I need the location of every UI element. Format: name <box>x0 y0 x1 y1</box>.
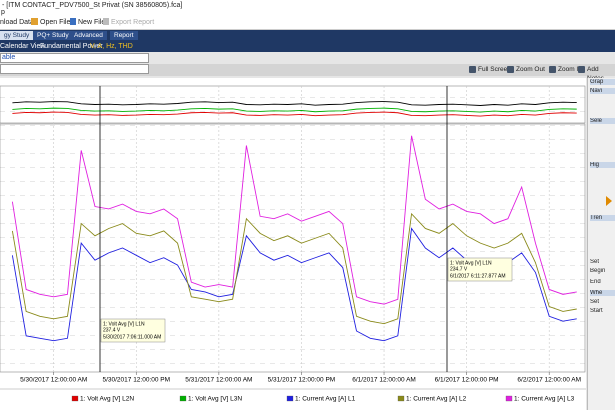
collapse-arrow[interactable] <box>606 196 612 206</box>
panel-header[interactable]: Sele <box>590 118 615 124</box>
annotation-text: 5/30/2017 7:06:11.000 AM <box>103 334 161 340</box>
zoom-out-button[interactable]: Zoom Out <box>507 65 545 74</box>
subtab-active[interactable]: V, A, Hz, THD <box>90 43 133 50</box>
x-tick-label: 5/31/2017 12:00:00 PM <box>268 377 336 384</box>
x-tick-label: 5/31/2017 12:00:00 AM <box>185 377 252 384</box>
side-panel <box>587 78 615 410</box>
panel-option[interactable]: Set <box>590 299 615 305</box>
field-text: able <box>2 54 15 61</box>
add-notes-button[interactable]: Add Notes <box>578 65 615 74</box>
tab[interactable]: PQ+ Study <box>33 31 73 40</box>
panel-label: End <box>590 279 615 285</box>
legend-label: 1: Current Avg [A] L1 <box>295 396 356 403</box>
tab[interactable]: Advanced <box>70 31 107 40</box>
x-tick-label: 6/2/2017 12:00:00 AM <box>517 377 581 384</box>
tab-active[interactable]: gy Study <box>0 31 33 40</box>
legend-swatch <box>506 396 512 401</box>
toolbar-button: Export Report <box>111 19 154 26</box>
legend-swatch <box>287 396 293 401</box>
x-tick-label: 6/1/2017 12:00:00 PM <box>435 377 499 384</box>
cursor-annotation: 1: Volt Avg [V] L1N 234.7 V 6/1/2017 6:1… <box>448 258 512 281</box>
panel-label: Start <box>590 308 615 314</box>
new-icon <box>70 18 76 25</box>
annotation-text: 237.4 V <box>103 327 121 333</box>
x-tick-label: 5/30/2017 12:00:00 AM <box>20 377 87 384</box>
annotation-text: 234.7 V <box>450 266 468 272</box>
input-field[interactable] <box>0 64 149 74</box>
panel-header[interactable]: Grap <box>590 79 615 85</box>
legend-swatch <box>398 396 404 401</box>
input-field[interactable]: able <box>0 53 149 63</box>
panel-label: Begin <box>590 268 615 274</box>
zoom-in-button[interactable]: Zoom In <box>549 65 582 74</box>
current-panel <box>0 124 585 372</box>
panel-option[interactable]: Set <box>590 259 615 265</box>
toolbar: nload Data Open File New File Export Rep… <box>0 16 615 30</box>
annotation-text: 6/1/2017 6:11:27.877 AM <box>450 273 506 279</box>
open-icon <box>31 18 38 25</box>
panel-header[interactable]: Whe <box>590 290 615 296</box>
panel-header[interactable]: Hig <box>590 162 615 168</box>
panel-header[interactable]: Navi <box>590 88 615 94</box>
export-icon <box>103 18 109 25</box>
legend-label: 1: Volt Avg [V] L3N <box>188 396 242 403</box>
legend-label: 1: Current Avg [A] L2 <box>406 396 467 403</box>
menu-item[interactable]: p <box>1 9 5 16</box>
chart: 1: Volt Avg [V] L1N 237.4 V 5/30/2017 7:… <box>0 78 586 410</box>
tab[interactable]: Report <box>110 31 138 40</box>
toolbar-button[interactable]: Open File <box>40 19 70 26</box>
panel-header[interactable]: Tren <box>590 215 615 221</box>
x-tick-label: 6/1/2017 12:00:00 AM <box>352 377 416 384</box>
legend-label: 1: Current Avg [A] L3 <box>514 396 575 403</box>
toolbar-button[interactable]: New File <box>78 19 105 26</box>
toolbar-button[interactable]: nload Data <box>0 19 34 26</box>
legend-label: 1: Volt Avg [V] L2N <box>80 396 134 403</box>
subtab[interactable]: Calendar View <box>0 43 45 50</box>
x-tick-label: 5/30/2017 12:00:00 PM <box>102 377 170 384</box>
title-bar: - [ITM CONTACT_PDV7500_St Privat (SN 385… <box>0 0 615 11</box>
window-title: - [ITM CONTACT_PDV7500_St Privat (SN 385… <box>2 2 182 9</box>
legend-swatch <box>72 396 78 401</box>
cursor-annotation: 1: Volt Avg [V] L1N 237.4 V 5/30/2017 7:… <box>101 319 165 342</box>
subtab-bar: Calendar View Fundamental Power V, A, Hz… <box>0 41 615 52</box>
full-screen-button[interactable]: Full Screen <box>469 65 511 74</box>
legend-swatch <box>180 396 186 401</box>
